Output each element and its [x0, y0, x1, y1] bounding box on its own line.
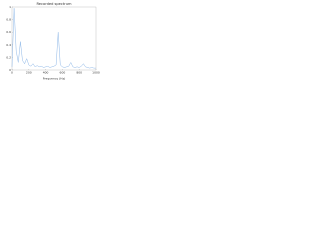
chart: Recorded spectrum Frequency (Hz) 0 0.2 0.4… — [6, 2, 100, 81]
y-tick-label: 0.6 — [6, 30, 11, 34]
x-tick-label: 400 — [43, 71, 49, 75]
y-tick-label: 0.2 — [6, 55, 11, 59]
y-tick-label: 1 — [9, 5, 11, 9]
spectrum-line — [11, 8, 96, 69]
y-tick-label: 0.8 — [6, 18, 11, 22]
plot-frame — [11, 6, 97, 71]
x-tick-label: 800 — [76, 71, 82, 75]
x-tick-label: 0 — [11, 71, 13, 75]
x-tick-label: 200 — [26, 71, 32, 75]
x-tick-label: 600 — [60, 71, 66, 75]
y-tick-label: 0 — [9, 68, 11, 72]
chart-title: Recorded spectrum — [36, 2, 72, 6]
x-axis-label: Frequency (Hz) — [43, 77, 66, 81]
y-tick-label: 0.4 — [6, 43, 11, 47]
x-tick-label: 1000 — [92, 71, 100, 75]
